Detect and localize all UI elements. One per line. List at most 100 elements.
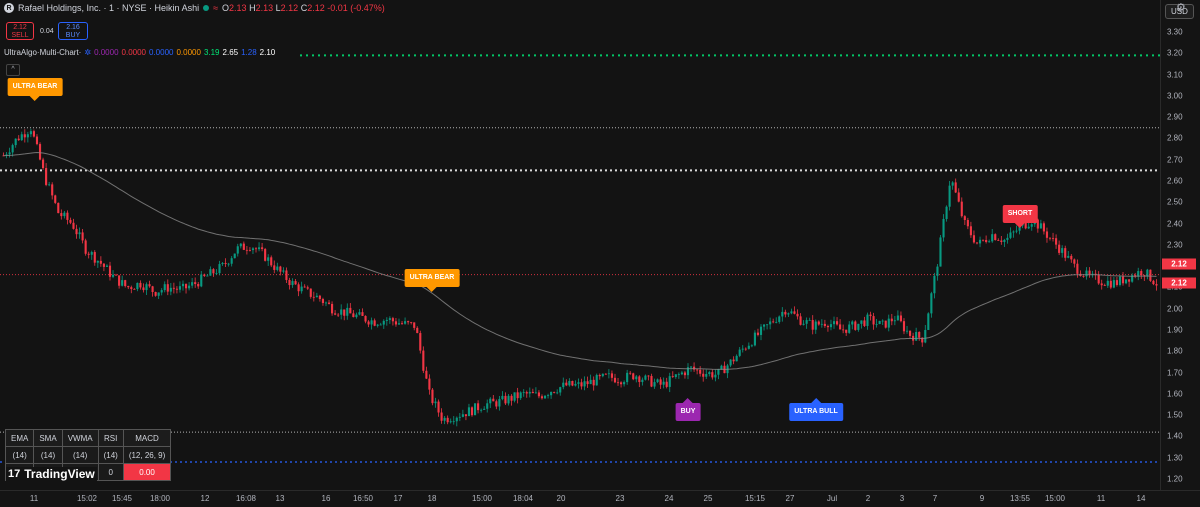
candle-body bbox=[233, 253, 236, 259]
candle-body bbox=[1094, 273, 1097, 275]
currency-selector[interactable]: USD bbox=[1165, 4, 1194, 19]
candle-body bbox=[376, 324, 379, 326]
candle-body bbox=[17, 138, 20, 141]
price-tick: 2.30 bbox=[1167, 240, 1183, 250]
candle-body bbox=[924, 329, 927, 343]
time-tick: 7 bbox=[932, 494, 938, 503]
candle-body bbox=[978, 239, 982, 244]
candle-body bbox=[939, 237, 942, 267]
moving-average-line bbox=[3, 151, 1157, 370]
candle-body bbox=[364, 315, 367, 322]
candle-body bbox=[318, 295, 321, 300]
candle-body bbox=[741, 348, 744, 350]
tradingview-logo[interactable]: 17 TradingView bbox=[6, 467, 97, 481]
candle-body bbox=[151, 286, 154, 292]
candle-body bbox=[285, 270, 288, 280]
candle-body bbox=[1024, 222, 1027, 229]
indicator-settings-icon[interactable]: ✲ bbox=[84, 48, 92, 57]
candle-body bbox=[404, 321, 407, 324]
candle-body bbox=[814, 321, 817, 330]
price-chart[interactable] bbox=[0, 0, 1160, 490]
candle-body bbox=[735, 355, 738, 362]
candle-body bbox=[1118, 276, 1122, 285]
symbol-title[interactable]: Rafael Holdings, Inc. · 1 · NYSE · Heiki… bbox=[18, 3, 200, 13]
price-tick: 1.50 bbox=[1167, 410, 1183, 420]
candle-body bbox=[309, 288, 312, 297]
candle-body bbox=[279, 266, 282, 272]
candle-body bbox=[1006, 237, 1009, 240]
candle-body bbox=[449, 421, 452, 423]
time-axis[interactable]: 11 15:02 15:45 18:00 12 16:08 13 16 16:50 17 18 15:… bbox=[0, 490, 1200, 507]
price-axis[interactable]: USD 3.30 3.20 3.10 3.00 2.90 2.80 2.70 2.60 2.50… bbox=[1160, 0, 1200, 490]
candle-body bbox=[668, 376, 671, 387]
candle-body bbox=[477, 403, 480, 411]
candle-body bbox=[154, 291, 157, 296]
candle-body bbox=[832, 321, 836, 325]
candle-body bbox=[556, 392, 559, 394]
price-tick: 3.00 bbox=[1167, 91, 1183, 101]
candle-body bbox=[1103, 285, 1106, 287]
candle-body bbox=[385, 319, 388, 321]
candle-body bbox=[473, 403, 477, 416]
time-tick: 15:00 bbox=[1044, 494, 1066, 503]
candle-body bbox=[562, 382, 565, 388]
candle-body bbox=[324, 302, 328, 304]
candle-body bbox=[160, 290, 163, 293]
candle-body bbox=[927, 313, 930, 330]
candle-body bbox=[273, 265, 276, 270]
time-tick: 15:00 bbox=[471, 494, 493, 503]
sell-button[interactable]: 2.12 SELL bbox=[6, 22, 34, 40]
candle-body bbox=[11, 145, 14, 153]
candle-body bbox=[443, 417, 446, 421]
candle-body bbox=[169, 287, 172, 292]
candle-body bbox=[991, 234, 994, 242]
candle-body bbox=[1055, 238, 1058, 245]
candle-body bbox=[519, 392, 522, 399]
candle-body bbox=[954, 182, 957, 193]
candle-body bbox=[1149, 269, 1152, 281]
candle-body bbox=[626, 372, 629, 383]
candle-body bbox=[653, 382, 656, 387]
candle-body bbox=[683, 372, 687, 376]
candle-body bbox=[434, 401, 437, 404]
candle-body bbox=[452, 421, 455, 423]
time-tick: 18 bbox=[427, 494, 437, 503]
candle-body bbox=[1131, 275, 1134, 282]
table-cell: 0 bbox=[97, 463, 124, 481]
ohlc-values: O2.13 H2.13 L2.12 C2.12 -0.01 (-0.47%) bbox=[222, 3, 385, 13]
candle-body bbox=[38, 144, 42, 160]
candle-body bbox=[534, 392, 537, 394]
candle-body bbox=[422, 350, 425, 371]
candle-body bbox=[221, 262, 224, 265]
table-cell: 0.00 bbox=[122, 463, 172, 481]
indicator-name[interactable]: UltraAlgo·Multi-Chart· bbox=[4, 48, 82, 57]
time-tick: 11 bbox=[29, 494, 39, 503]
candle-body bbox=[69, 219, 72, 223]
candle-body bbox=[428, 378, 431, 390]
candle-body bbox=[513, 392, 516, 401]
candle-body bbox=[257, 247, 261, 250]
candle-body bbox=[495, 401, 498, 407]
candle-body bbox=[823, 323, 826, 326]
price-tick: 1.60 bbox=[1167, 389, 1183, 399]
candle-body bbox=[1030, 224, 1033, 227]
candle-body bbox=[714, 374, 717, 378]
candle-body bbox=[674, 374, 677, 377]
candle-body bbox=[1085, 270, 1088, 277]
collapse-legend-icon[interactable]: ^ bbox=[6, 64, 20, 76]
candle-body bbox=[212, 269, 215, 274]
candle-body bbox=[969, 226, 972, 236]
candle-body bbox=[45, 168, 48, 185]
buy-button[interactable]: 2.16 BUY bbox=[58, 22, 88, 40]
candle-body bbox=[805, 320, 808, 324]
candle-body bbox=[948, 185, 951, 207]
last-price-tag: 2.12 bbox=[1162, 258, 1196, 270]
candle-body bbox=[358, 312, 361, 315]
candle-body bbox=[1140, 271, 1143, 276]
candle-body bbox=[629, 372, 632, 374]
candle-body bbox=[759, 326, 763, 335]
candle-body bbox=[367, 321, 370, 325]
indicator-legend[interactable]: UltraAlgo·Multi-Chart· ✲ 0.0000 0.0000 0.0… bbox=[4, 48, 275, 57]
settings-gear-icon[interactable]: ⚙ bbox=[1176, 2, 1186, 14]
candle-body bbox=[510, 395, 513, 401]
